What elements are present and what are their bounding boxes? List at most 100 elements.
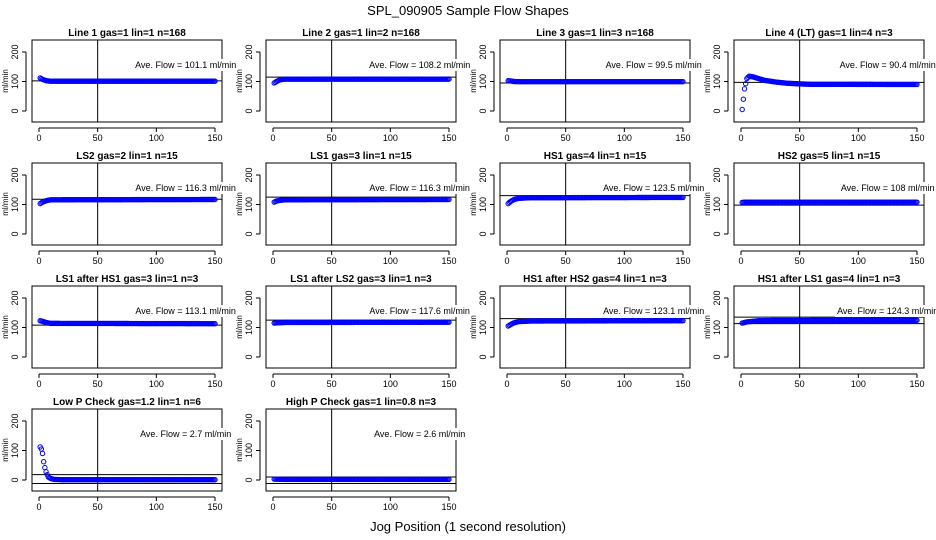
plot-frame — [733, 39, 925, 123]
panel-11: HS1 after HS2 gas=4 lin=1 n=3 0 100 200 ml/m… — [469, 274, 707, 389]
panel-title: LS1 after LS2 gas=3 lin=1 n=3 — [290, 274, 432, 285]
y-axis-label: ml/min — [1, 69, 10, 93]
x-tick-label: 100 — [851, 379, 866, 389]
annotation-background — [138, 428, 234, 440]
panel-title: High P Check gas=1 lin=0.8 n=3 — [286, 397, 437, 408]
panel-title: LS1 after HS1 gas=3 lin=1 n=3 — [56, 274, 199, 285]
data-point — [39, 450, 46, 457]
y-tick-label: 0 — [712, 108, 722, 113]
data-points — [37, 444, 218, 483]
annotation-background — [601, 182, 707, 194]
x-tick-label: 100 — [149, 133, 164, 143]
data-points — [37, 196, 218, 207]
y-tick-label: 200 — [478, 290, 488, 305]
x-tick-label: 150 — [207, 133, 222, 143]
panel-title: Line 3 gas=1 lin=3 n=168 — [536, 28, 654, 39]
x-tick-label: 50 — [561, 256, 571, 266]
data-point — [40, 459, 47, 465]
x-tick-label: 50 — [327, 133, 337, 143]
average-flow-annotation: Ave. Flow = 123.1 ml/min — [603, 306, 704, 316]
x-tick-label: 0 — [36, 502, 41, 512]
data-point — [739, 106, 745, 113]
y-axis-label: ml/min — [703, 192, 712, 216]
x-tick-label: 50 — [93, 379, 103, 389]
plot-frame — [31, 285, 223, 369]
panel-1: Line 1 gas=1 lin=1 n=168 0 100 200 ml/min 0 50… — [1, 28, 239, 143]
y-tick-label: 100 — [10, 74, 20, 89]
x-tick-label: 150 — [441, 256, 456, 266]
x-tick-label: 0 — [270, 256, 275, 266]
annotation-background — [838, 182, 936, 194]
x-tick-label: 100 — [383, 379, 398, 389]
data-point — [446, 476, 452, 483]
y-axis-label: ml/min — [703, 315, 712, 339]
data-point — [212, 78, 218, 84]
y-tick-label: 200 — [712, 290, 722, 305]
x-tick-label: 50 — [561, 379, 571, 389]
panel-title: Line 1 gas=1 lin=1 n=168 — [68, 28, 186, 39]
x-tick-label: 150 — [441, 133, 456, 143]
y-tick-label: 200 — [712, 44, 722, 59]
plot-frame — [31, 162, 223, 246]
x-tick-label: 0 — [36, 256, 41, 266]
panel-12: HS1 after LS1 gas=4 lin=1 n=3 0 100 200 ml/m… — [703, 274, 936, 389]
y-axis-label: ml/min — [469, 69, 478, 93]
data-points — [37, 318, 218, 327]
y-tick-label: 100 — [244, 74, 254, 89]
panel-14: High P Check gas=1 lin=0.8 n=3 0 100 200 ml/… — [235, 397, 468, 512]
y-tick-label: 200 — [244, 290, 254, 305]
data-points — [271, 76, 452, 86]
y-tick-label: 0 — [712, 354, 722, 359]
y-tick-label: 0 — [244, 477, 254, 482]
annotation-background — [367, 59, 473, 71]
x-tick-label: 100 — [149, 502, 164, 512]
data-point — [446, 319, 452, 325]
x-tick-label: 150 — [441, 502, 456, 512]
y-tick-label: 0 — [10, 354, 20, 359]
panel-13: Low P Check gas=1.2 lin=1 n=6 0 100 200 ml/m… — [1, 397, 234, 512]
y-tick-label: 0 — [478, 231, 488, 236]
annotation-background — [367, 305, 472, 317]
y-tick-label: 100 — [10, 443, 20, 458]
figure-xlabel: Jog Position (1 second resolution) — [370, 519, 566, 534]
y-tick-label: 100 — [712, 74, 722, 89]
panel-5: LS2 gas=2 lin=1 n=15 0 100 200 ml/min 0 50 100 1… — [1, 151, 238, 266]
plot-frame — [499, 39, 691, 123]
y-tick-label: 200 — [10, 44, 20, 59]
plot-frame — [499, 162, 691, 246]
y-tick-label: 200 — [244, 44, 254, 59]
x-tick-label: 0 — [270, 379, 275, 389]
plot-frame — [265, 162, 457, 246]
plot-frame — [31, 408, 223, 492]
y-tick-label: 0 — [10, 231, 20, 236]
panel-title: Line 2 gas=1 lin=2 n=168 — [302, 28, 420, 39]
x-tick-label: 150 — [909, 133, 924, 143]
y-tick-label: 100 — [10, 320, 20, 335]
y-axis-label: ml/min — [235, 69, 244, 93]
x-tick-label: 150 — [207, 379, 222, 389]
x-tick-label: 0 — [504, 379, 509, 389]
annotation-background — [133, 182, 238, 194]
average-flow-annotation: Ave. Flow = 116.3 ml/min — [135, 183, 235, 193]
y-axis-label: ml/min — [235, 438, 244, 462]
y-tick-label: 200 — [478, 44, 488, 59]
y-axis-label: ml/min — [235, 315, 244, 339]
y-tick-label: 0 — [712, 231, 722, 236]
average-flow-annotation: Ave. Flow = 123.5 ml/min — [603, 183, 704, 193]
x-tick-label: 0 — [504, 133, 509, 143]
data-point — [680, 194, 686, 201]
data-point — [741, 86, 748, 92]
y-tick-label: 200 — [244, 413, 254, 428]
annotation-background — [603, 59, 704, 71]
y-tick-label: 100 — [712, 197, 722, 212]
y-tick-label: 200 — [10, 290, 20, 305]
data-points — [739, 199, 920, 206]
average-flow-annotation: Ave. Flow = 108 ml/min — [841, 183, 935, 193]
data-points — [505, 318, 686, 329]
y-tick-label: 0 — [10, 108, 20, 113]
data-point — [212, 476, 218, 483]
data-points — [505, 77, 686, 85]
y-tick-label: 100 — [478, 320, 488, 335]
y-tick-label: 0 — [478, 354, 488, 359]
